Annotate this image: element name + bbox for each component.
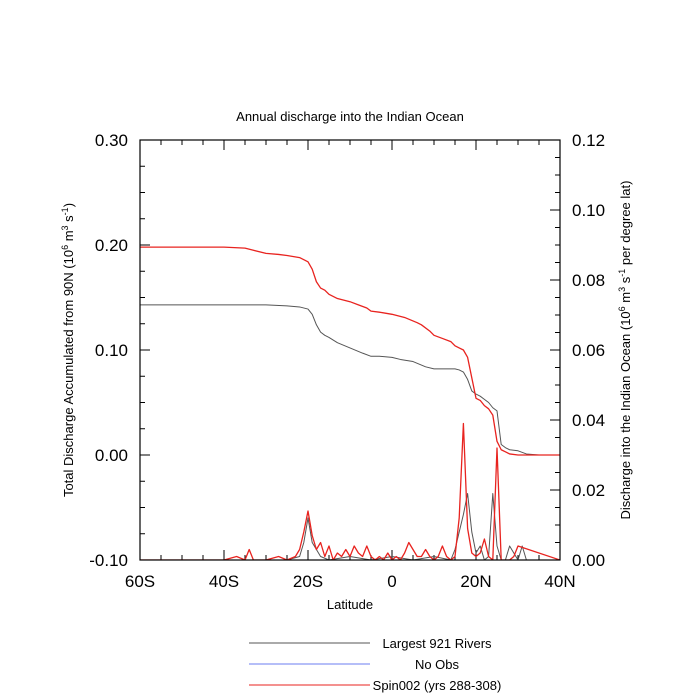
y-right-tick-label: 0.10 <box>572 201 605 220</box>
y-axis-label-right: Discharge into the Indian Ocean (106 m3 … <box>617 181 633 520</box>
y-right-tick-label: 0.12 <box>572 131 605 150</box>
axis-tick-labels: 60S 40S 20S 0 20N 40N -0.10 0.00 0.10 0.20 0.30 0.0… <box>89 131 605 591</box>
x-tick-label: 40N <box>544 572 575 591</box>
series-line-spin002-yrs-288-308-right <box>140 422 560 560</box>
y-left-tick-label: 0.20 <box>95 236 128 255</box>
y-right-tick-label: 0.04 <box>572 411 605 430</box>
axis-ticks <box>139 139 561 561</box>
y-right-tick-label: 0.00 <box>572 551 605 570</box>
legend-label: Largest 921 Rivers <box>382 636 492 651</box>
plot-frame <box>139 139 561 561</box>
y-axis-label-left: Total Discharge Accumulated from 90N (10… <box>60 203 76 497</box>
y-right-tick-label: 0.06 <box>572 341 605 360</box>
series-line-spin002-yrs-288-308-left <box>140 246 560 456</box>
legend-label: No Obs <box>415 657 460 672</box>
y-left-tick-label: 0.00 <box>95 446 128 465</box>
y-left-tick-label: 0.10 <box>95 341 128 360</box>
y-right-tick-label: 0.08 <box>572 271 605 290</box>
x-tick-label: 60S <box>125 572 155 591</box>
x-axis-label: Latitude <box>327 597 373 612</box>
series-layer <box>140 246 560 560</box>
x-tick-label: 20S <box>293 572 323 591</box>
legend-label: Spin002 (yrs 288-308) <box>373 678 502 693</box>
x-tick-label: 20N <box>460 572 491 591</box>
series-line-largest-921-rivers-right <box>140 493 560 560</box>
y-left-tick-label: -0.10 <box>89 551 128 570</box>
y-right-tick-label: 0.02 <box>572 481 605 500</box>
series-line-largest-921-rivers-left <box>140 304 560 456</box>
chart-title: Annual discharge into the Indian Ocean <box>236 109 464 124</box>
x-tick-label: 40S <box>209 572 239 591</box>
legend: Largest 921 Rivers No Obs Spin002 (yrs 288… <box>249 636 501 693</box>
x-tick-label: 0 <box>387 572 396 591</box>
y-left-tick-label: 0.30 <box>95 131 128 150</box>
